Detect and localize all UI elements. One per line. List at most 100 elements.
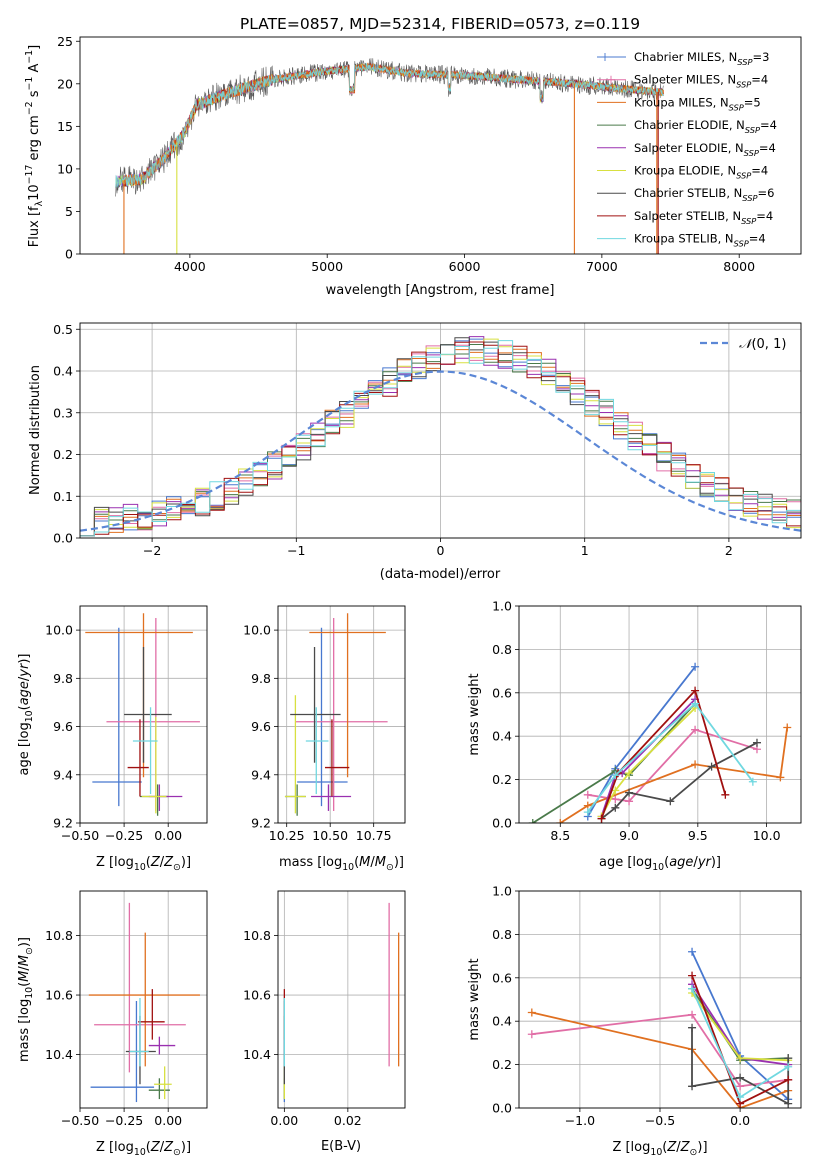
weight-vs-age-series-marker — [556, 819, 565, 823]
weight-vs-Z-series-marker — [736, 1073, 745, 1082]
mass-vs-Z-grid — [79, 891, 207, 1108]
mass-vs-Z-errorbar — [125, 1015, 156, 1085]
legend-label: Chabrier STELIB, NSSP=6 — [634, 186, 774, 203]
weight-vs-Z-xlabel: Z [log10(Z/Z⊙)] — [612, 1140, 707, 1158]
residuals-xtick-label: −2 — [143, 543, 161, 558]
weight-vs-Z-series-line — [531, 1011, 789, 1108]
spectrum-axes: 4000 5000 6000 7000 8000 0 5 10 15 20 25 wavelength… — [24, 34, 802, 298]
weight-vs-age-marks — [528, 662, 792, 823]
weight-vs-Z-series-marker — [688, 1010, 697, 1019]
age-vs-Z-xtick-label: 0.00 — [154, 828, 182, 843]
weight-vs-Z-ytick-label: 0.0 — [492, 1101, 512, 1116]
age-vs-mass-xtick-label: 10.50 — [312, 828, 348, 843]
spectrum-xtick-label: 6000 — [449, 259, 481, 274]
age-vs-mass-marks — [284, 613, 388, 816]
age-vs-Z-xlabel: Z [log10(Z/Z⊙)] — [96, 855, 191, 873]
residuals-ytick-label: 0.5 — [53, 322, 73, 337]
weight-vs-Z-ytick-label: 0.6 — [492, 970, 512, 985]
mass-vs-Z-xtick-label: −0.50 — [61, 1113, 99, 1128]
mass-vs-Z-ytick-label: 10.4 — [45, 1047, 73, 1062]
weight-vs-age-series-marker — [691, 760, 700, 769]
weight-vs-Z-ytick-label: 0.2 — [492, 1057, 512, 1072]
age-vs-Z-ytick-label: 9.6 — [53, 719, 73, 734]
weight-vs-age-frame — [518, 605, 802, 824]
age-vs-mass-axes: 10.25 10.50 10.75 9.2 9.4 9.6 9.8 10.0 mass [log… — [243, 605, 406, 873]
weight-vs-Z-series-marker — [784, 1062, 793, 1071]
legend-marker — [601, 53, 609, 61]
weight-vs-age-xtick-label: 9.5 — [688, 828, 708, 843]
age-vs-mass-errorbar — [324, 719, 350, 797]
age-vs-Z-xtick-label: −0.25 — [105, 828, 143, 843]
residuals-xlabel: (data-model)/error — [380, 567, 501, 582]
weight-vs-Z-xtick-label: −0.5 — [645, 1113, 675, 1128]
mass-vs-Z-xtick-label: −0.25 — [105, 1113, 143, 1128]
mass-vs-Z-errorbar — [148, 1078, 170, 1100]
spectrum-legend: Chabrier MILES, NSSP=3 Salpeter MILES, NS… — [597, 50, 777, 249]
age-vs-Z-frame — [79, 605, 208, 824]
spectrum-ytick-label: 0 — [65, 247, 73, 262]
weight-vs-age-series-marker — [583, 808, 592, 817]
weight-vs-Z-series-marker — [784, 1099, 793, 1108]
figure-title: PLATE=0857, MJD=52314, FIBERID=0573, z=0… — [240, 15, 640, 33]
age-vs-Z-errorbar — [92, 627, 142, 807]
weight-vs-age-axes: 8.5 9.0 9.5 10.0 0.0 0.2 0.4 0.6 0.8 1.0 age [log1… — [467, 599, 802, 873]
weight-vs-age-series-marker — [583, 790, 592, 799]
spectrum-xtick-label: 5000 — [311, 259, 343, 274]
weight-vs-Z-series-marker — [527, 1030, 536, 1039]
weight-vs-Z-ytick-label: 0.4 — [492, 1014, 512, 1029]
age-vs-Z-marks — [85, 613, 200, 816]
residuals-xtick-label: 0 — [437, 543, 445, 558]
age-vs-Z-ytick-label: 9.4 — [53, 767, 73, 782]
legend-label: Chabrier MILES, NSSP=3 — [634, 50, 769, 67]
mass-vs-EBV-ytick-label: 10.8 — [243, 928, 271, 943]
age-vs-mass-xtick-label: 10.75 — [356, 828, 392, 843]
spectrum-ytick-label: 15 — [57, 119, 73, 134]
weight-vs-age-xtick-label: 10.0 — [753, 828, 781, 843]
weight-vs-age-series-marker — [748, 777, 757, 786]
mass-vs-EBV-xlabel: E(B-V) — [321, 1139, 361, 1154]
residuals-ytick-label: 0.3 — [53, 405, 73, 420]
weight-vs-Z-series-marker — [736, 1054, 745, 1063]
mass-vs-EBV-xtick-label: 0.02 — [334, 1113, 362, 1128]
spectrum-series-line — [115, 62, 664, 188]
weight-vs-Z-axes: −1.0 −0.5 0.0 0.0 0.2 0.4 0.6 0.8 1.0 Z [log10(Z/… — [467, 884, 802, 1158]
weight-vs-Z-series-marker — [736, 1082, 745, 1091]
mass-vs-EBV-grid — [278, 891, 405, 1108]
mass-vs-EBV-ytick-label: 10.4 — [243, 1047, 271, 1062]
residuals-legend: 𝒩(0, 1) — [700, 337, 786, 352]
weight-vs-age-series-marker — [707, 762, 716, 771]
age-vs-mass-ytick-label: 9.8 — [251, 671, 271, 686]
weight-vs-Z-series-marker — [784, 1054, 793, 1063]
mass-vs-Z-marks — [88, 902, 200, 1103]
mass-vs-Z-xlabel: Z [log10(Z/Z⊙)] — [96, 1140, 191, 1158]
weight-vs-age-series-marker — [611, 803, 620, 812]
weight-vs-age-xtick-label: 9.0 — [619, 828, 639, 843]
legend-label: Salpeter ELODIE, NSSP=4 — [634, 141, 776, 158]
residuals-marks — [80, 336, 801, 538]
age-vs-mass-frame — [277, 605, 406, 824]
spectrum-frame — [79, 36, 802, 255]
age-vs-mass-errorbar — [290, 646, 341, 763]
weight-vs-Z-xtick-label: −1.0 — [565, 1113, 595, 1128]
weight-vs-age-series-marker — [611, 771, 620, 780]
residuals-ytick-label: 0.4 — [53, 364, 73, 379]
weight-vs-age-series-marker — [691, 662, 700, 671]
weight-vs-age-series-marker — [721, 790, 730, 799]
weight-vs-age-series-marker — [691, 699, 700, 708]
spectrum-ytick-label: 20 — [57, 76, 73, 91]
mass-vs-EBV-marks — [283, 902, 400, 1103]
weight-vs-Z-series-marker — [688, 971, 697, 980]
mass-vs-EBV-ytick-label: 10.6 — [243, 988, 271, 1003]
mass-vs-Z-ytick-label: 10.8 — [45, 928, 73, 943]
residuals-normal-curve — [80, 370, 801, 532]
mass-vs-EBV-xtick-label: 0.00 — [270, 1113, 298, 1128]
weight-vs-Z-frame — [518, 890, 802, 1109]
age-vs-Z-errorbar — [139, 784, 169, 816]
weight-vs-age-series-marker — [691, 686, 700, 695]
weight-vs-age-series-line — [600, 741, 758, 820]
weight-vs-age-series-line — [559, 727, 789, 823]
spectrum-ytick-label: 25 — [57, 34, 73, 49]
spectrum-xtick-label: 7000 — [586, 259, 618, 274]
spectrum-ytick-label: 10 — [57, 161, 73, 176]
